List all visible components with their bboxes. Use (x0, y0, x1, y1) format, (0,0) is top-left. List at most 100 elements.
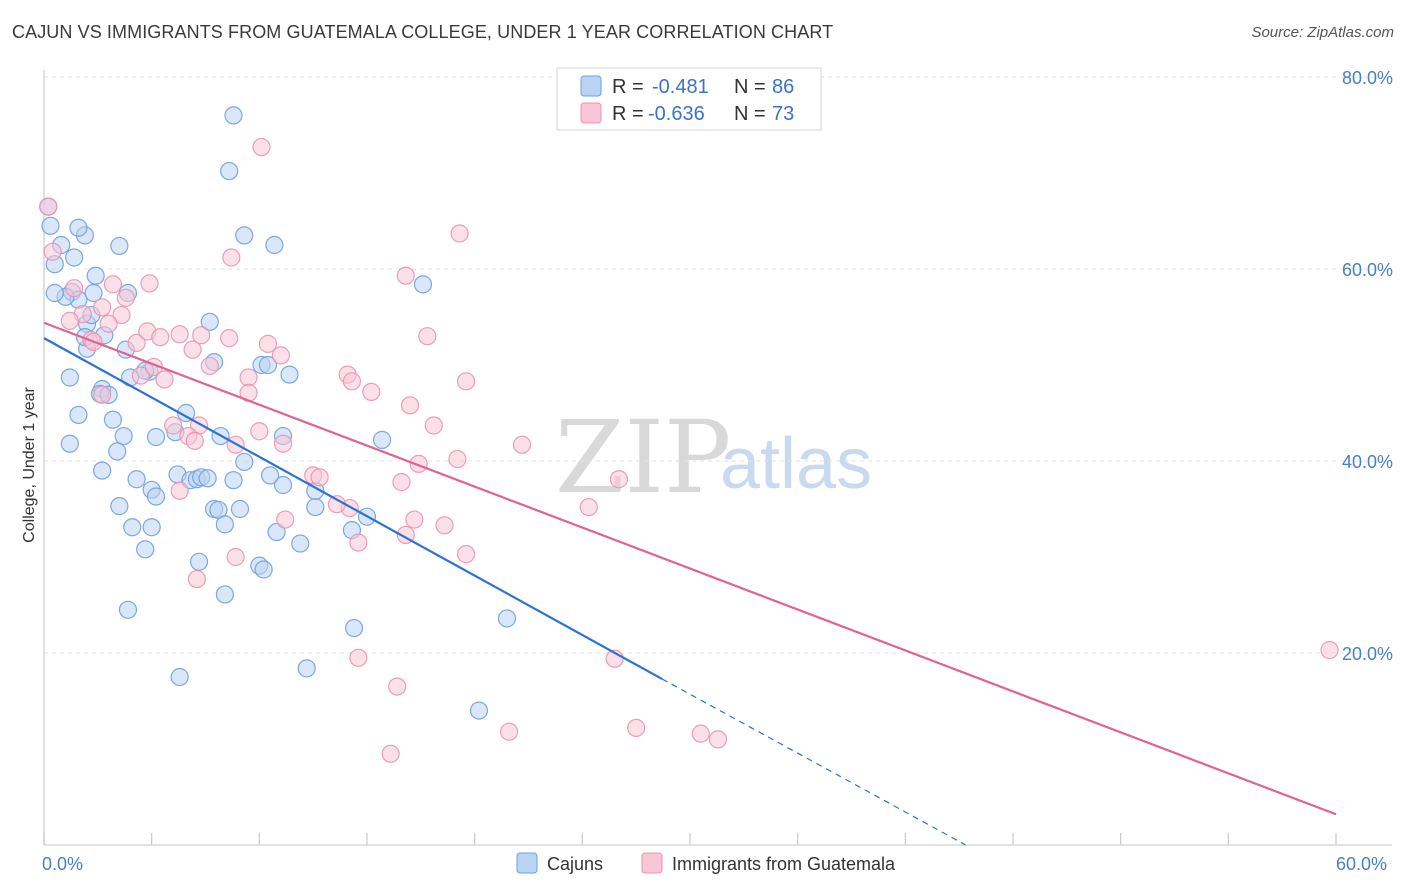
point-cajuns (220, 161, 239, 181)
stats-legend: R = -0.481 N = 86 R = -0.636 N = 73 (556, 67, 822, 131)
point-cajuns (86, 266, 105, 285)
point-guatemala (362, 382, 381, 401)
point-guatemala (99, 314, 118, 333)
legend-r-value-cajuns: -0.481 (652, 76, 709, 98)
point-cajuns (170, 667, 189, 687)
chart-title: CAJUN VS IMMIGRANTS FROM GUATEMALA COLLE… (12, 22, 834, 42)
legend-n-value-cajuns: 86 (772, 76, 794, 98)
point-guatemala (405, 510, 424, 529)
point-cajuns (372, 430, 392, 449)
point-cajuns (41, 216, 60, 235)
point-guatemala (127, 333, 146, 353)
point-guatemala (60, 311, 79, 330)
legend-r-label-guatemala: R = (612, 103, 644, 125)
legend-n-label-cajuns: N = (734, 76, 766, 98)
point-guatemala (456, 372, 476, 391)
point-cajuns (146, 427, 166, 447)
point-guatemala (164, 416, 183, 435)
point-cajuns (413, 275, 433, 294)
point-cajuns (136, 540, 155, 559)
point-guatemala (349, 533, 368, 552)
point-guatemala (65, 279, 84, 298)
point-cajuns (215, 585, 234, 604)
point-cajuns (60, 368, 79, 387)
trend-line-cajuns (43, 337, 663, 680)
point-guatemala (450, 224, 469, 243)
point-cajuns (273, 475, 293, 495)
point-guatemala (273, 434, 293, 453)
point-cajuns (110, 236, 129, 256)
point-cajuns (200, 312, 219, 331)
point-guatemala (93, 385, 112, 404)
bottom-legend-swatch-cajuns (516, 852, 538, 874)
y-tick-label: 60.0% (1342, 260, 1393, 280)
point-cajuns (469, 701, 489, 720)
legend-swatch-guatemala (580, 102, 602, 124)
point-guatemala (192, 326, 211, 345)
point-guatemala (708, 730, 728, 749)
legend-r-label-cajuns: R = (612, 76, 644, 98)
point-cajuns (114, 426, 133, 446)
trend-line-guatemala (43, 321, 1337, 816)
point-guatemala (239, 368, 258, 387)
point-cajuns (198, 469, 217, 488)
point-guatemala (512, 435, 532, 454)
point-guatemala (1320, 641, 1339, 660)
point-guatemala (409, 454, 428, 473)
point-cajuns (189, 552, 209, 571)
point-guatemala (170, 325, 189, 344)
point-guatemala (43, 242, 62, 261)
point-guatemala (39, 197, 58, 216)
trend-line-cajuns-extrapolated (661, 678, 966, 846)
point-guatemala (183, 340, 202, 359)
point-cajuns (69, 218, 88, 237)
point-cajuns (265, 235, 284, 255)
y-tick-label: 20.0% (1342, 644, 1393, 664)
point-cajuns (280, 365, 299, 384)
point-guatemala (418, 327, 437, 346)
point-cajuns (93, 461, 112, 480)
watermark-atlas: atlas (720, 424, 872, 504)
legend-n-label-guatemala: N = (734, 103, 766, 125)
point-cajuns (497, 609, 517, 628)
point-guatemala (392, 473, 411, 492)
point-guatemala (400, 396, 420, 415)
point-guatemala (151, 328, 170, 347)
point-guatemala (424, 416, 443, 435)
point-guatemala (131, 366, 150, 385)
point-cajuns (146, 487, 166, 506)
point-guatemala (200, 356, 219, 376)
point-guatemala (609, 470, 629, 489)
trend-lines (43, 321, 1337, 846)
gridlines (44, 76, 1392, 654)
point-cajuns (123, 518, 142, 537)
legend-n-value-guatemala: 73 (772, 103, 794, 125)
point-guatemala (112, 305, 131, 325)
point-guatemala (627, 718, 646, 737)
point-guatemala (220, 329, 239, 348)
point-guatemala (349, 648, 368, 667)
point-cajuns (230, 499, 250, 519)
point-guatemala (327, 495, 346, 514)
point-guatemala (396, 266, 415, 285)
point-cajuns (69, 405, 88, 425)
y-axis-label: College, Under 1 year (21, 387, 38, 543)
point-cajuns (45, 283, 64, 303)
point-guatemala (435, 516, 454, 535)
point-cajuns (258, 355, 278, 375)
source-credit: Source: ZipAtlas.com (1251, 24, 1394, 41)
y-tick-labels: 20.0% 40.0% 60.0% 80.0% (1342, 68, 1393, 664)
point-cajuns (235, 226, 254, 245)
point-guatemala (381, 744, 400, 763)
x-tick-label-min: 0.0% (42, 854, 83, 874)
point-guatemala (170, 481, 189, 500)
point-guatemala (691, 724, 710, 743)
point-guatemala (310, 468, 329, 487)
point-cajuns (261, 466, 280, 485)
point-guatemala (258, 334, 278, 353)
y-tick-label: 40.0% (1342, 452, 1393, 472)
x-axis-ticks (43, 833, 1337, 845)
point-guatemala (103, 275, 123, 294)
point-cajuns (254, 560, 273, 579)
